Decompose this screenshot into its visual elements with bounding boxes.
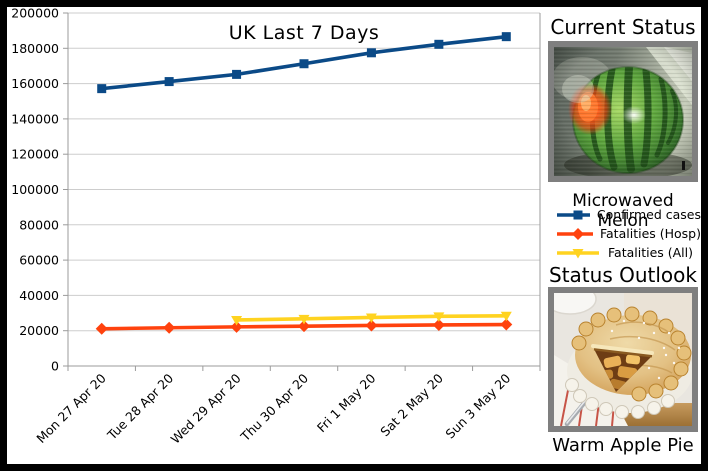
y-axis-label: 20000 <box>19 323 59 338</box>
current-status-heading: Current Status <box>550 15 696 39</box>
chart-title: UK Last 7 Days <box>228 22 380 44</box>
legend-label: Confirmed cases <box>596 207 701 222</box>
svg-text:Wed 29 Apr 20: Wed 29 Apr 20 <box>168 370 244 446</box>
y-axis-label: 0 <box>51 359 59 374</box>
svg-text:Sun 3 May 20: Sun 3 May 20 <box>442 370 513 441</box>
apple-pie-image <box>548 287 698 432</box>
status-panel: Current Status <box>545 7 701 464</box>
x-axis-label: Thu 30 Apr 20 <box>237 370 311 444</box>
x-axis-label: Tue 28 Apr 20 <box>104 370 177 443</box>
y-axis-label: 200000 <box>11 7 59 21</box>
x-axis-label: Sat 2 May 20 <box>377 370 446 439</box>
uk-covid-line-chart: 0 20000 40000 60000 80000 100000 120000 140000 1… <box>11 7 541 447</box>
x-axis-label: Wed 29 Apr 20 <box>168 370 244 446</box>
y-axis-label: 60000 <box>19 253 59 268</box>
legend-item-confirmed-cases: Confirmed cases <box>555 205 701 224</box>
chart-legend: Confirmed cases Fatalities (Hosp) Fataliti… <box>555 205 701 262</box>
svg-text:Fri 1 May 20: Fri 1 May 20 <box>314 370 379 435</box>
square-legend-marker-icon <box>557 210 590 219</box>
y-axis-label: 120000 <box>11 147 59 162</box>
svg-text:Sat 2 May 20: Sat 2 May 20 <box>377 370 446 439</box>
legend-item-fatalities-all: Fatalities (All) <box>555 243 701 262</box>
y-axis-label: 40000 <box>19 288 59 303</box>
series-fatalities-hosp <box>95 318 513 335</box>
pie-caption: Warm Apple Pie <box>552 435 694 456</box>
legend-label: Fatalities (All) <box>608 245 694 260</box>
melon-caption: Microwaved Melon <box>572 191 674 231</box>
status-outlook-heading: Status Outlook <box>549 263 697 287</box>
series-fatalities-all <box>231 311 512 326</box>
x-axis-label: Fri 1 May 20 <box>314 370 379 435</box>
y-axis-label: 160000 <box>11 76 59 91</box>
y-axis-label: 80000 <box>19 217 59 232</box>
svg-text:Tue 28 Apr 20: Tue 28 Apr 20 <box>104 370 177 443</box>
svg-text:Thu 30 Apr 20: Thu 30 Apr 20 <box>237 370 311 444</box>
series-confirmed-cases <box>97 32 511 94</box>
legend-label: Fatalities (Hosp) <box>599 226 701 241</box>
x-axis-label: Sun 3 May 20 <box>442 370 513 441</box>
x-axis-label: Mon 27 Apr 20 <box>33 370 108 445</box>
y-axis-label: 140000 <box>11 111 59 126</box>
microwaved-melon-image <box>548 41 698 182</box>
svg-text:Mon 27 Apr 20: Mon 27 Apr 20 <box>33 370 108 445</box>
y-axis-label: 180000 <box>11 41 59 56</box>
y-axis-label: 100000 <box>11 182 59 197</box>
diamond-legend-marker-icon <box>557 227 593 240</box>
triangle-down-legend-marker-icon <box>557 248 599 258</box>
legend-item-fatalities-hosp: Fatalities (Hosp) <box>555 224 701 243</box>
